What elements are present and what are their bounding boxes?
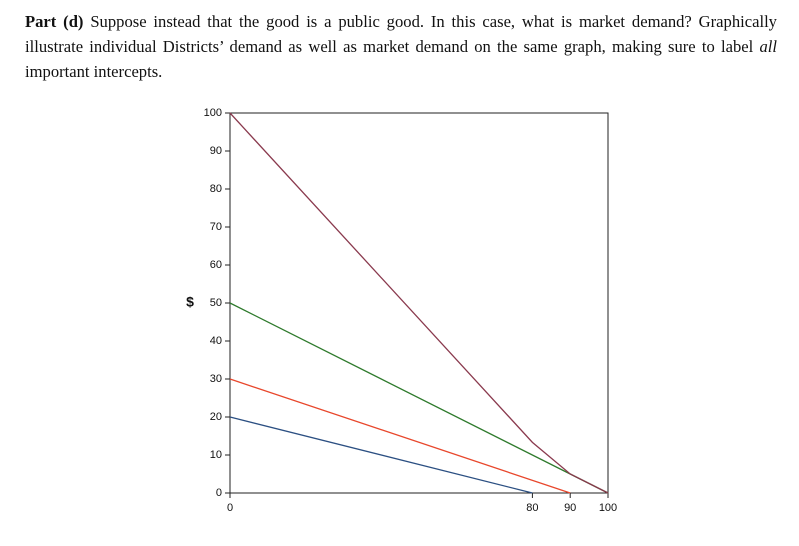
y-tick-label: 30	[210, 373, 222, 385]
y-tick-label: 60	[210, 259, 222, 271]
part-label: Part (d)	[25, 12, 84, 31]
y-tick-label: 90	[210, 145, 222, 157]
emphasis: all	[759, 37, 777, 56]
x-tick-label: 80	[526, 502, 538, 514]
y-tick-label: 40	[210, 335, 222, 347]
demand-line	[229, 416, 533, 494]
x-tick-label: 0	[227, 502, 233, 514]
y-tick-label: 50	[210, 297, 222, 309]
body-text: Suppose instead that the good is a publi…	[25, 12, 777, 56]
y-tick-label: 70	[210, 221, 222, 233]
body-text: important intercepts.	[25, 62, 163, 81]
x-tick-label: 100	[599, 502, 617, 514]
demand-line	[229, 112, 609, 494]
plot-frame	[229, 112, 609, 494]
y-tick-label: 0	[216, 487, 222, 499]
y-tick-label: 10	[210, 449, 222, 461]
question-text: Part (d) Suppose instead that the good i…	[25, 9, 777, 84]
x-tick-label: 90	[564, 502, 576, 514]
y-tick-label: 20	[210, 411, 222, 423]
demand-line	[229, 302, 609, 494]
y-axis-label: $	[186, 294, 194, 310]
y-tick-label: 80	[210, 183, 222, 195]
demand-line	[229, 378, 571, 494]
y-tick-label: 100	[204, 107, 222, 119]
